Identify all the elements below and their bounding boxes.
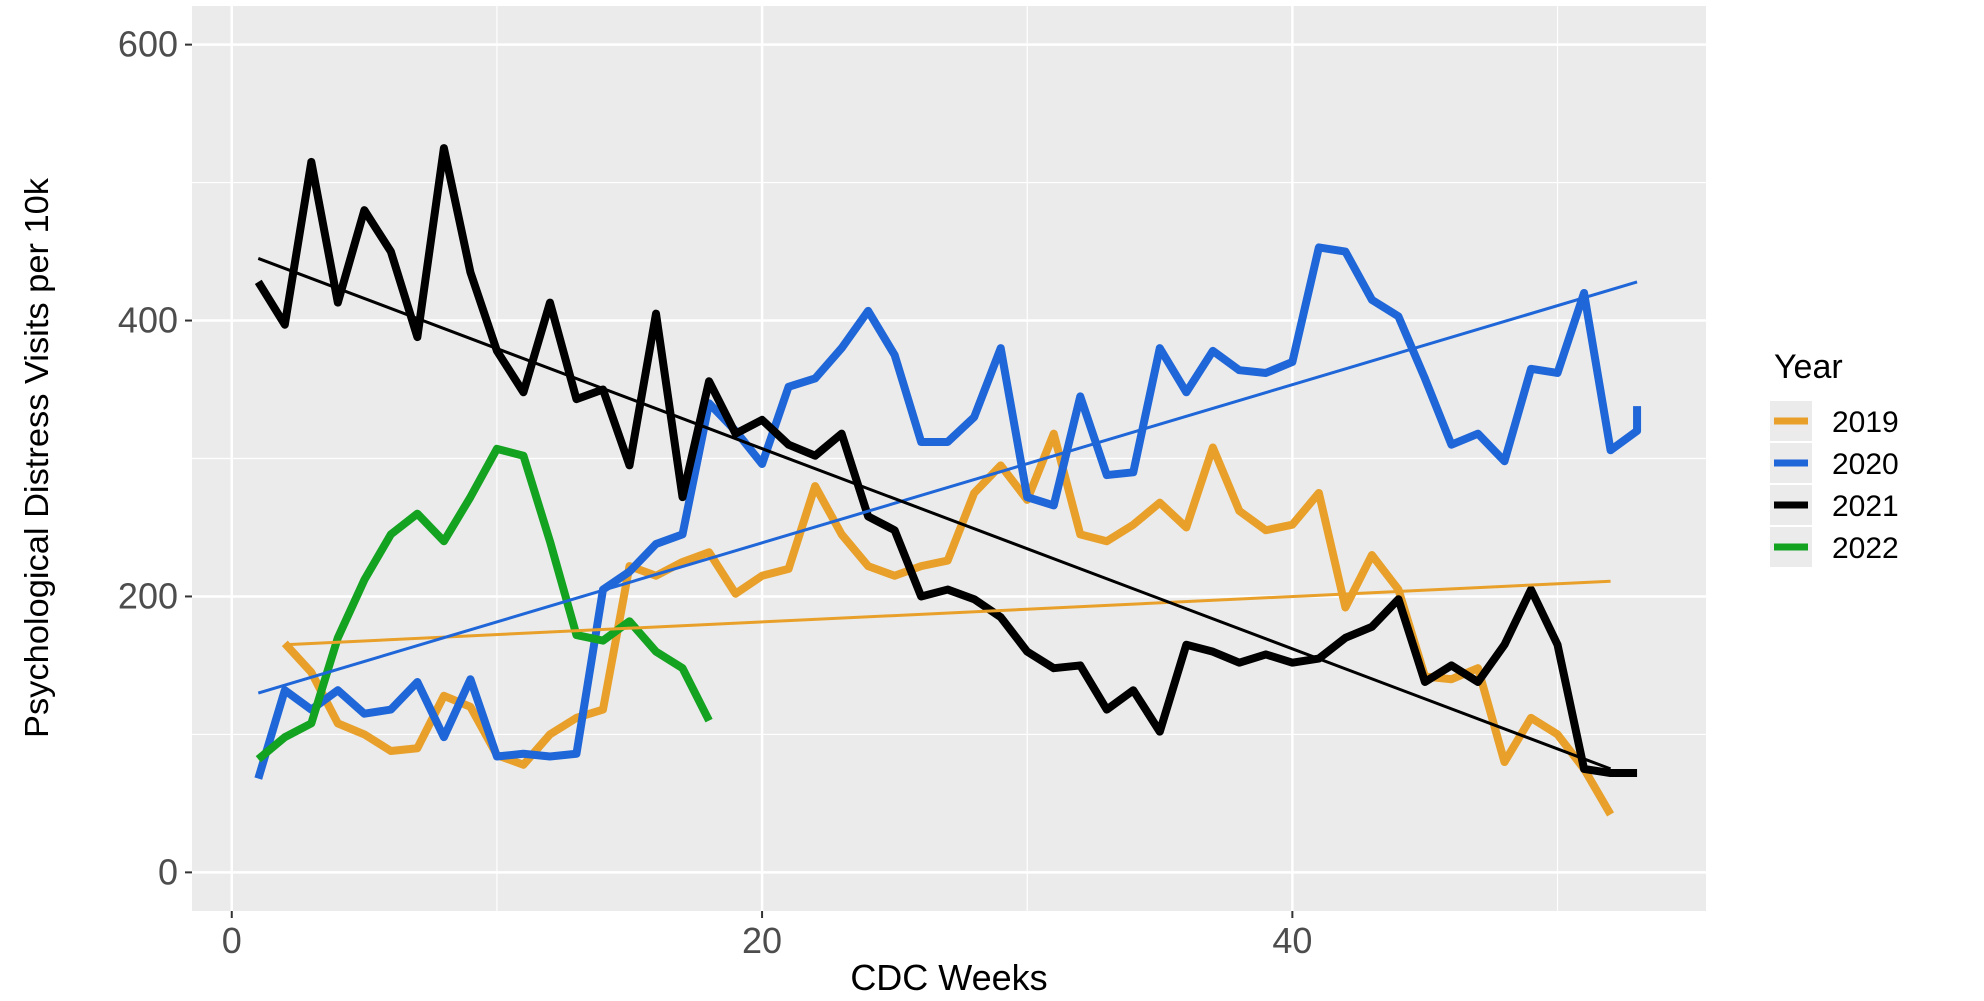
- legend-label: 2020: [1832, 448, 1899, 481]
- legend-title: Year: [1774, 348, 1843, 386]
- legend-label: 2019: [1832, 406, 1899, 439]
- y-tick-label: 400: [118, 300, 178, 341]
- y-tick-label: 0: [158, 851, 178, 892]
- trend-line: [257, 257, 1612, 771]
- legend-label: 2022: [1832, 532, 1899, 565]
- x-tick-label: 40: [1272, 920, 1312, 961]
- series-line: [255, 444, 713, 763]
- series-line: [254, 144, 1638, 778]
- y-tick-label: 200: [118, 575, 178, 616]
- y-axis-title: Psychological Distress Visits per 10k: [18, 177, 55, 738]
- series-line: [254, 243, 1642, 780]
- x-tick-label: 0: [222, 920, 242, 961]
- trend-line: [284, 579, 1611, 647]
- trend-line: [257, 280, 1638, 695]
- y-tick-label: 600: [118, 24, 178, 65]
- x-tick-label: 20: [742, 920, 782, 961]
- x-axis-title: CDC Weeks: [850, 957, 1047, 996]
- legend-label: 2021: [1832, 490, 1899, 523]
